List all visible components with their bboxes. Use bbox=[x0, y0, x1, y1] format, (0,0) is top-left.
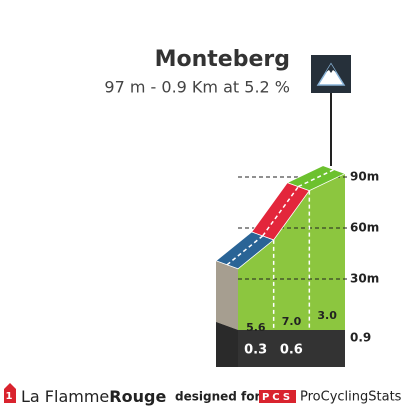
strip-centerline bbox=[226, 235, 264, 266]
subtitle: 97 m - 0.9 Km at 5.2 % bbox=[104, 78, 290, 97]
x-tick-label: 0.6 bbox=[280, 343, 303, 358]
x-tick-label: 0.3 bbox=[244, 343, 267, 358]
brand-bold: Rouge bbox=[109, 387, 166, 406]
gradient-label: 3.0 bbox=[317, 309, 337, 322]
flame-icon-mark: 1 bbox=[6, 391, 13, 402]
gradient-label: 7.0 bbox=[282, 315, 302, 328]
plot: 30m 60m 90m 5.6 7.0 3.0 0.3 0.6 0.9 bbox=[215, 165, 379, 367]
mountain-icon bbox=[311, 55, 351, 93]
pcs-logo-box bbox=[259, 390, 296, 403]
profile-face bbox=[238, 173, 345, 330]
y-tick-label: 30m bbox=[350, 272, 379, 286]
y-tick-label: 60m bbox=[350, 221, 379, 235]
x-tick-label: 0.9 bbox=[350, 331, 371, 345]
pcs-name: ProCyclingStats bbox=[300, 390, 402, 405]
pcs-logo: PCS bbox=[262, 392, 293, 403]
strip-centerline bbox=[262, 186, 299, 237]
y-tick-label: 90m bbox=[350, 170, 379, 184]
flame-icon bbox=[4, 383, 16, 403]
gradient-label: 5.6 bbox=[246, 321, 266, 334]
side-face-base bbox=[216, 322, 238, 367]
base-band bbox=[216, 322, 345, 367]
side-face bbox=[216, 260, 238, 330]
brand-regular: La Flamme bbox=[21, 387, 109, 406]
designed-for: designed for bbox=[175, 390, 260, 404]
brand: La FlammeRouge bbox=[21, 387, 166, 406]
footer: 1 La FlammeRouge designed for PCS ProCyc… bbox=[4, 383, 402, 406]
title: Monteberg bbox=[155, 47, 290, 72]
